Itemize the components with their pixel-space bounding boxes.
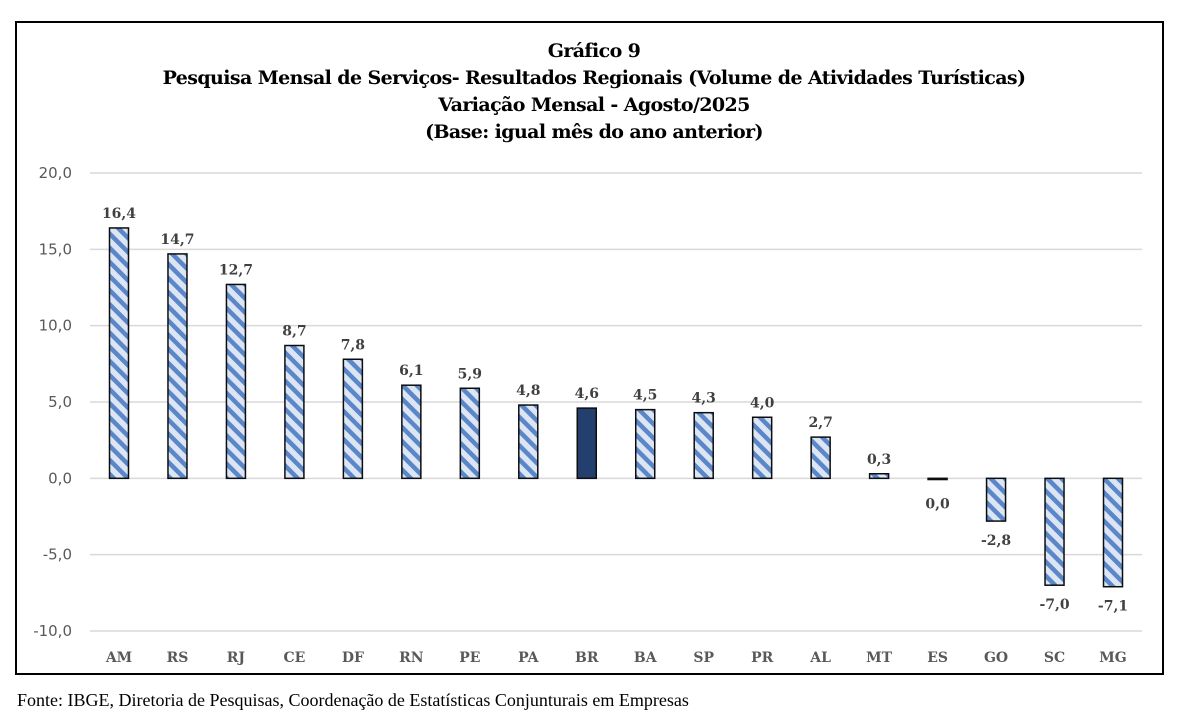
y-tick-label: -10,0 <box>33 622 72 640</box>
bar-rj <box>225 283 247 480</box>
gridlines <box>90 172 1142 632</box>
bar-am <box>108 227 130 480</box>
chart-subtitle-base: (Base: igual mês do ano anterior) <box>425 121 763 143</box>
bar-ce <box>284 344 305 480</box>
source-note: Fonte: IBGE, Diretoria de Pesquisas, Coo… <box>17 690 689 710</box>
category-label-ce: CE <box>283 650 305 666</box>
chart-subtitle-survey: Pesquisa Mensal de Serviços- Resultados … <box>162 67 1026 89</box>
bar-sc <box>1044 477 1065 586</box>
category-label-pr: PR <box>751 650 774 666</box>
data-label-pr: 4,0 <box>750 395 775 411</box>
y-tick-label: 15,0 <box>39 240 72 258</box>
data-label-ba: 4,5 <box>633 388 657 404</box>
y-tick-label: 5,0 <box>48 393 72 411</box>
category-label-ba: BA <box>634 650 658 666</box>
bar-pa <box>518 404 539 480</box>
data-label-go: -2,8 <box>981 533 1011 549</box>
bars <box>108 227 1124 588</box>
bar-al <box>810 436 831 480</box>
bar-rn <box>401 384 422 480</box>
bar-rs <box>167 253 188 480</box>
chart-frame <box>15 21 1164 675</box>
category-label-es: ES <box>927 650 948 666</box>
data-label-rs: 14,7 <box>160 232 194 248</box>
data-labels: 16,4 14,7 12,7 8,7 7,8 6,1 5,9 4,8 4,6 4,5 4,3 4,0 2… <box>102 206 1128 615</box>
category-label-pe: PE <box>459 650 480 666</box>
data-label-al: 2,7 <box>808 415 832 431</box>
data-label-df: 7,8 <box>341 337 365 353</box>
data-label-rn: 6,1 <box>399 363 423 379</box>
data-label-ce: 8,7 <box>282 324 306 340</box>
y-tick-label: -5,0 <box>43 546 72 564</box>
bar-br <box>576 407 598 480</box>
data-label-br: 4,6 <box>575 386 599 402</box>
data-label-am: 16,4 <box>102 206 136 222</box>
bar-pe <box>459 387 481 480</box>
data-label-rj: 12,7 <box>219 262 253 278</box>
category-label-am: AM <box>105 650 132 666</box>
data-label-sc: -7,0 <box>1039 597 1069 613</box>
category-label-df: DF <box>342 650 364 666</box>
category-label-rn: RN <box>399 650 424 666</box>
bar-go <box>985 477 1007 522</box>
category-label-mg: MG <box>1099 650 1126 666</box>
data-label-pa: 4,8 <box>516 383 540 399</box>
data-label-es: 0,0 <box>925 496 950 512</box>
data-label-mg: -7,1 <box>1098 599 1128 615</box>
bar-pr <box>751 416 773 480</box>
bar-mg <box>1102 477 1124 588</box>
category-label-sc: SC <box>1044 650 1065 666</box>
category-label-mt: MT <box>866 650 892 666</box>
category-label-pa: PA <box>518 650 540 666</box>
bar-df <box>342 358 364 480</box>
bar-mt <box>868 473 890 480</box>
data-label-sp: 4,3 <box>692 391 716 407</box>
x-axis-categories: AM RS RJ CE DF RN PE PA BR BA SP PR AL MT ES GO SC MG <box>105 650 1127 666</box>
category-label-go: GO <box>984 650 1008 666</box>
category-label-br: BR <box>575 650 599 666</box>
data-label-mt: 0,3 <box>867 452 891 468</box>
category-label-al: AL <box>809 650 831 666</box>
category-label-sp: SP <box>693 650 714 666</box>
bar-sp <box>693 411 714 480</box>
y-axis-ticks: 20,0 15,0 10,0 5,0 0,0 -5,0 -10,0 <box>33 164 72 640</box>
bar-es <box>927 477 948 481</box>
y-tick-label: 0,0 <box>48 469 72 487</box>
chart-subtitle-period: Variação Mensal - Agosto/2025 <box>438 94 750 116</box>
category-label-rs: RS <box>167 650 189 666</box>
bar-ba <box>634 408 656 480</box>
y-tick-label: 20,0 <box>39 164 72 182</box>
category-label-rj: RJ <box>227 650 246 666</box>
chart-title: Gráfico 9 <box>547 40 641 62</box>
data-label-pe: 5,9 <box>458 366 482 382</box>
y-tick-label: 10,0 <box>39 317 72 335</box>
